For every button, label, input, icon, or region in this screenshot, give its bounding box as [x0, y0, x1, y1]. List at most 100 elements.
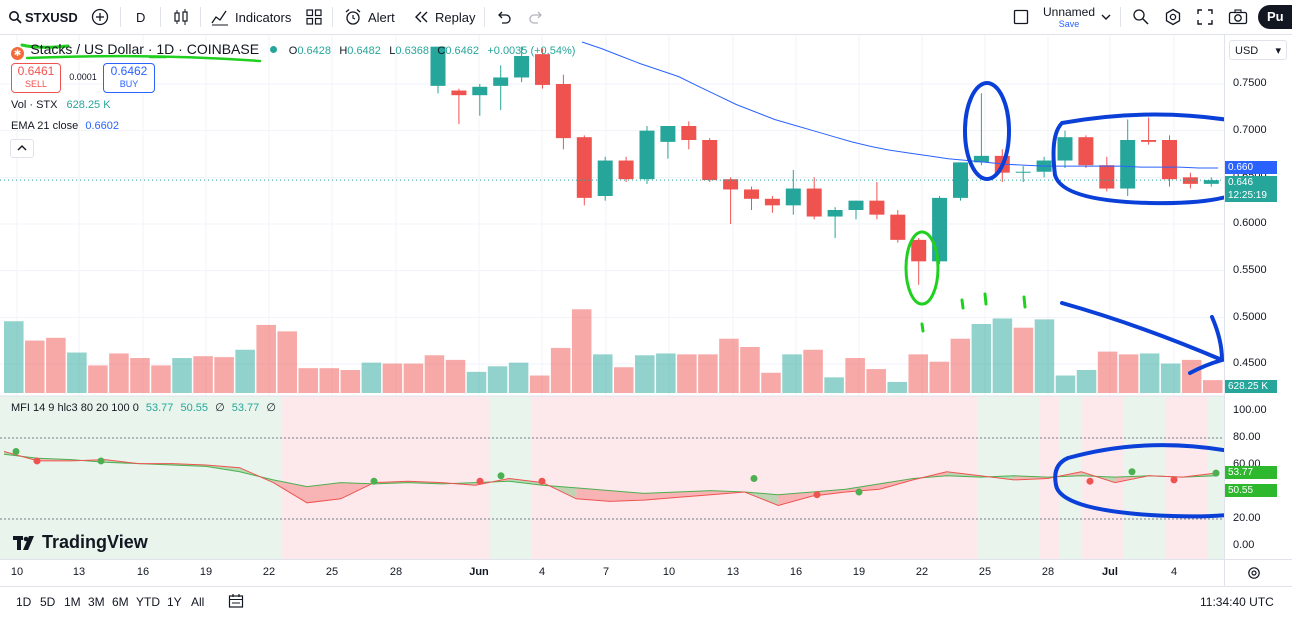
publish-button[interactable]: Pu	[1258, 5, 1292, 29]
candle-body[interactable]	[639, 130, 655, 180]
candle-body[interactable]	[618, 160, 634, 180]
replay-button[interactable]: Replay	[414, 0, 475, 34]
candle-body[interactable]	[1120, 140, 1136, 189]
mfi-cross-dot	[97, 457, 105, 465]
candle-body[interactable]	[1078, 137, 1094, 166]
toolbar-divider	[332, 7, 333, 27]
candle-body[interactable]	[890, 214, 906, 240]
candle-body[interactable]	[555, 84, 571, 139]
mfi-legend[interactable]: MFI 14 9 hlc3 80 20 100 0 53.77 50.55 ∅ …	[11, 401, 276, 414]
candle-body[interactable]	[702, 140, 718, 181]
range-button-ytd[interactable]: YTD	[136, 595, 160, 609]
spread-value: 0.0001	[69, 72, 97, 82]
ohlc-change: +0.0035 (+0.54%)	[487, 45, 576, 57]
range-button-1m[interactable]: 1M	[64, 595, 81, 609]
layout-dropdown[interactable]	[1101, 0, 1111, 34]
candle-body[interactable]	[1015, 171, 1031, 173]
collapse-legend-button[interactable]	[10, 139, 34, 158]
undo-button[interactable]	[496, 0, 512, 34]
settings-button[interactable]	[1164, 0, 1182, 34]
candle-body[interactable]	[493, 77, 509, 86]
volume-bar	[1139, 353, 1160, 393]
candle-body[interactable]	[535, 54, 550, 85]
time-axis[interactable]: 10 13 16 19 22 25 28 Jun 4 7 10 13 16 19 22 25 28 Jul 4	[0, 559, 1224, 587]
price-axis[interactable]: USD ▾ 0.75000.70000.65000.60000.55000.50…	[1224, 35, 1292, 559]
mfi-cross-dot	[750, 475, 758, 482]
candle-body[interactable]	[1182, 177, 1198, 184]
redo-button[interactable]	[528, 0, 544, 34]
volume-bar	[971, 324, 992, 393]
candle-body[interactable]	[1141, 140, 1157, 142]
volume-bar	[845, 358, 865, 393]
price-chart[interactable]	[0, 35, 1224, 559]
time-tick-label: 13	[726, 566, 740, 578]
chart-type-button[interactable]	[172, 0, 190, 34]
layout-name[interactable]: Unnamed Save	[1041, 5, 1097, 30]
interval-button[interactable]: D	[136, 0, 145, 34]
range-button-1d[interactable]: 1D	[16, 595, 32, 609]
search-cursor-icon	[1132, 8, 1150, 26]
candle-body[interactable]	[660, 126, 676, 142]
candle-body[interactable]	[869, 200, 885, 215]
candle-body[interactable]	[472, 86, 488, 96]
clock-display[interactable]: 11:34:40 UTC	[1200, 587, 1274, 617]
symbol-search[interactable]: STXUSD	[8, 0, 78, 34]
layout-button[interactable]	[1013, 0, 1029, 34]
candle-body[interactable]	[1203, 180, 1219, 184]
snapshot-button[interactable]	[1228, 0, 1248, 34]
volume-bar	[1181, 359, 1202, 393]
alert-button[interactable]: Alert	[344, 0, 395, 34]
volume-legend[interactable]: Vol · STX 628.25 K	[11, 99, 111, 111]
candle-body[interactable]	[848, 200, 864, 210]
time-tick-label: 19	[852, 566, 866, 578]
mfi-cross-dot	[813, 491, 821, 499]
range-button-1y[interactable]: 1Y	[167, 595, 182, 609]
candle-body[interactable]	[723, 179, 739, 190]
toolbar-divider	[200, 7, 201, 27]
candle-body[interactable]	[451, 90, 467, 96]
buy-button[interactable]: 0.6462 BUY	[103, 63, 155, 93]
templates-button[interactable]	[306, 0, 322, 34]
candle-body[interactable]	[681, 126, 697, 140]
tradingview-logo[interactable]: TradingView	[13, 532, 148, 555]
time-tick-label: 25	[978, 566, 992, 578]
compare-button[interactable]	[91, 0, 109, 34]
volume-bar	[887, 381, 907, 393]
candle-body[interactable]	[932, 197, 948, 262]
plus-circle-icon	[91, 8, 109, 26]
sell-button[interactable]: 0.6461 SELL	[11, 63, 61, 93]
candle-body[interactable]	[744, 189, 759, 199]
candle-body[interactable]	[1162, 140, 1177, 180]
range-button-all[interactable]: All	[191, 595, 205, 609]
quick-search-button[interactable]	[1132, 0, 1150, 34]
candle-body[interactable]	[785, 188, 801, 206]
candle-body[interactable]	[1057, 137, 1073, 161]
fullscreen-button[interactable]	[1197, 0, 1213, 34]
symbol-title[interactable]: Stacks / US Dollar · 1D · COINBASE	[30, 41, 260, 57]
candle-body[interactable]	[911, 239, 927, 262]
stacks-logo-icon: ✱	[11, 47, 24, 60]
indicators-button[interactable]: Indicators	[210, 0, 291, 34]
volume-bar	[698, 354, 718, 393]
candle-body[interactable]	[1099, 165, 1115, 189]
volume-bar	[235, 349, 255, 393]
candle-body[interactable]	[764, 198, 780, 206]
top-toolbar: STXUSD D Indicators Alert Replay Unnamed…	[0, 0, 1292, 35]
candle-body[interactable]	[973, 155, 989, 163]
mfi-tick-label: 20.00	[1233, 512, 1261, 524]
date-range-button[interactable]	[228, 587, 244, 617]
ema-legend[interactable]: EMA 21 close 0.6602	[11, 120, 119, 132]
volume-bar	[614, 367, 634, 393]
candle-body[interactable]	[597, 160, 613, 196]
range-button-5d[interactable]: 5D	[40, 595, 56, 609]
candle-body[interactable]	[827, 210, 843, 217]
axis-settings[interactable]	[1224, 559, 1292, 587]
range-button-3m[interactable]: 3M	[88, 595, 105, 609]
candle-body[interactable]	[576, 137, 592, 198]
time-tick-label: 7	[602, 566, 610, 578]
currency-selector[interactable]: USD ▾	[1229, 40, 1287, 60]
range-button-6m[interactable]: 6M	[112, 595, 129, 609]
candle-body[interactable]	[514, 56, 530, 78]
candle-body[interactable]	[430, 46, 446, 86]
candle-body[interactable]	[806, 188, 822, 217]
